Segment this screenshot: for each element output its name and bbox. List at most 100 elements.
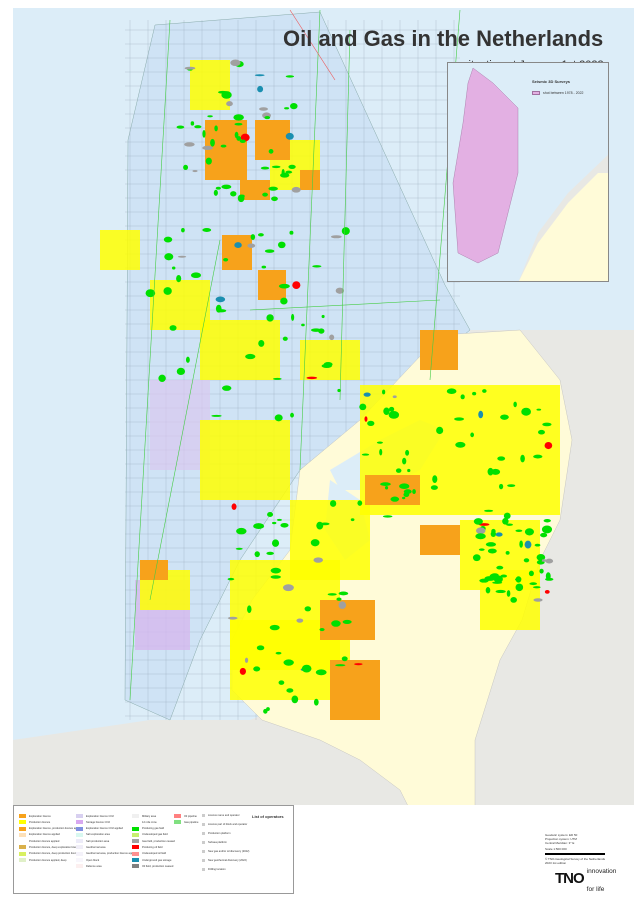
field[interactable] — [470, 432, 475, 438]
field[interactable] — [472, 554, 481, 562]
field[interactable] — [215, 296, 226, 303]
field[interactable] — [515, 529, 523, 532]
field[interactable] — [163, 287, 172, 295]
field[interactable] — [227, 577, 235, 581]
field[interactable] — [506, 590, 511, 597]
field[interactable] — [321, 314, 325, 319]
field[interactable] — [392, 395, 397, 399]
field[interactable] — [306, 376, 318, 380]
exploration-licence-block[interactable] — [240, 180, 270, 200]
field[interactable] — [540, 559, 548, 562]
field[interactable] — [269, 624, 280, 631]
field[interactable] — [545, 558, 554, 564]
field[interactable] — [163, 236, 173, 243]
field[interactable] — [313, 557, 323, 563]
field[interactable] — [226, 101, 233, 107]
production-licence-block[interactable] — [190, 60, 230, 110]
field[interactable] — [499, 483, 504, 490]
field[interactable] — [256, 645, 265, 651]
field[interactable] — [230, 59, 241, 67]
field[interactable] — [271, 521, 277, 525]
field[interactable] — [538, 429, 545, 435]
field[interactable] — [210, 138, 215, 147]
field[interactable] — [341, 227, 350, 235]
field[interactable] — [185, 356, 190, 363]
field[interactable] — [436, 426, 444, 435]
field[interactable] — [236, 527, 247, 535]
field[interactable] — [158, 374, 166, 383]
field[interactable] — [271, 165, 281, 169]
field[interactable] — [315, 669, 327, 676]
field[interactable] — [169, 325, 177, 331]
field[interactable] — [260, 166, 270, 170]
field[interactable] — [291, 695, 299, 704]
field[interactable] — [510, 596, 517, 603]
field[interactable] — [399, 483, 410, 489]
production-licence-block[interactable] — [300, 340, 360, 380]
field[interactable] — [263, 708, 268, 714]
field[interactable] — [291, 313, 295, 321]
field[interactable] — [278, 283, 290, 289]
field[interactable] — [543, 518, 551, 523]
field[interactable] — [262, 192, 268, 197]
field[interactable] — [176, 125, 185, 129]
field[interactable] — [513, 401, 517, 408]
field[interactable] — [472, 391, 477, 396]
field[interactable] — [264, 249, 275, 253]
field[interactable] — [304, 606, 312, 612]
field[interactable] — [485, 542, 497, 547]
field[interactable] — [487, 548, 497, 554]
field[interactable] — [245, 353, 256, 360]
field[interactable] — [497, 456, 506, 461]
field[interactable] — [338, 601, 347, 609]
field[interactable] — [430, 485, 438, 490]
field[interactable] — [338, 591, 349, 596]
field[interactable] — [500, 414, 509, 420]
field[interactable] — [215, 186, 221, 190]
field[interactable] — [301, 664, 312, 673]
production-licence-block[interactable] — [100, 230, 140, 270]
field[interactable] — [214, 125, 218, 132]
exploration-licence-block[interactable] — [140, 560, 168, 580]
field[interactable] — [321, 363, 332, 369]
field[interactable] — [529, 582, 538, 586]
field[interactable] — [335, 664, 346, 667]
field[interactable] — [257, 233, 264, 237]
field[interactable] — [384, 485, 389, 490]
field[interactable] — [493, 575, 503, 583]
field[interactable] — [379, 448, 383, 456]
field[interactable] — [223, 258, 229, 262]
field[interactable] — [284, 107, 290, 110]
field[interactable] — [515, 576, 522, 583]
field[interactable] — [202, 228, 212, 232]
field[interactable] — [402, 496, 406, 500]
exploration-licence-block[interactable] — [205, 120, 247, 180]
field[interactable] — [271, 539, 280, 547]
field[interactable] — [261, 265, 267, 269]
field[interactable] — [524, 540, 532, 549]
field[interactable] — [286, 688, 294, 693]
exploration-licence-block[interactable] — [300, 170, 320, 190]
field[interactable] — [478, 410, 484, 419]
field[interactable] — [521, 407, 531, 416]
field[interactable] — [192, 169, 198, 173]
field[interactable] — [207, 115, 213, 118]
field[interactable] — [534, 543, 541, 547]
field[interactable] — [183, 164, 189, 170]
field[interactable] — [253, 666, 261, 672]
field[interactable] — [490, 531, 497, 537]
field[interactable] — [272, 377, 282, 380]
field[interactable] — [336, 597, 342, 601]
field[interactable] — [215, 304, 222, 313]
field[interactable] — [194, 125, 202, 129]
field[interactable] — [266, 551, 274, 556]
field[interactable] — [484, 576, 496, 581]
field[interactable] — [542, 422, 552, 427]
field[interactable] — [227, 616, 238, 620]
field[interactable] — [520, 454, 525, 463]
field[interactable] — [190, 272, 202, 279]
field[interactable] — [475, 533, 486, 540]
field[interactable] — [184, 142, 195, 147]
field[interactable] — [539, 568, 544, 574]
field[interactable] — [258, 339, 265, 347]
